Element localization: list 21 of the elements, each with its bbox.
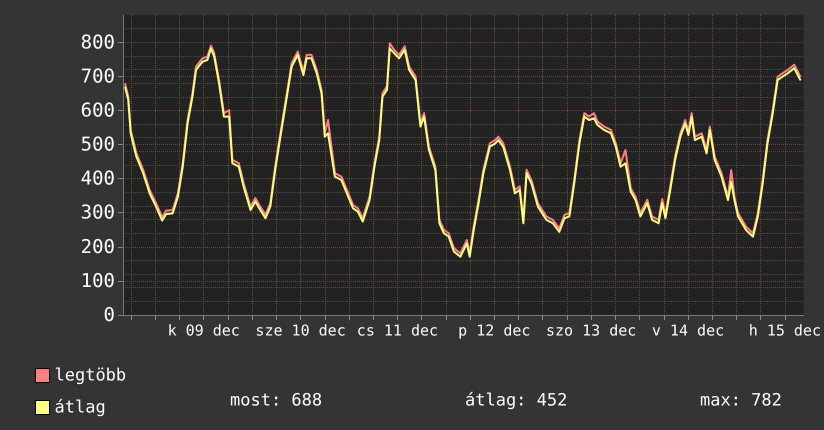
y-tick-label: 0 [104, 304, 115, 326]
x-tick-label: p 12 dec [458, 322, 530, 340]
x-tick-label: v 14 dec [652, 322, 724, 340]
x-tick-label: cs 11 dec [356, 322, 438, 340]
y-tick-label: 300 [80, 202, 115, 224]
text: max: 782 [700, 390, 782, 410]
x-tick-label: sze 10 dec [255, 322, 346, 340]
y-tick-label: 200 [80, 236, 115, 258]
y-tick-label: 800 [80, 31, 115, 54]
legend-label: legtöbb [54, 366, 126, 386]
x-tick-label: h 15 dec [748, 322, 821, 340]
legend-label: átlag [54, 398, 106, 418]
y-tick-label: 400 [80, 168, 115, 190]
x-tick-label: k 09 dec [168, 322, 240, 340]
x-tick-label: szo 13 dec [546, 322, 636, 340]
y-tick-label: 100 [80, 270, 115, 292]
y-tick-label: 500 [80, 134, 115, 156]
text: átlag: 452 [465, 390, 568, 410]
text: most: 688 [230, 390, 322, 410]
y-tick-label: 700 [80, 65, 115, 88]
y-tick-label: 600 [80, 99, 115, 122]
